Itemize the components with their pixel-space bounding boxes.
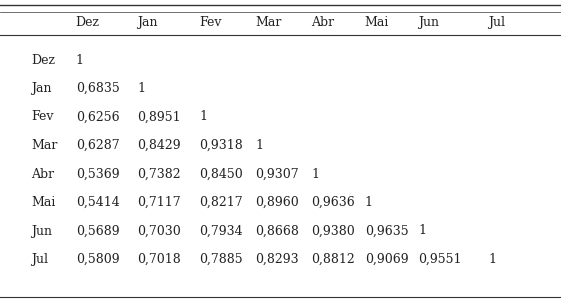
- Text: 1: 1: [311, 167, 319, 181]
- Text: 1: 1: [488, 253, 496, 266]
- Text: Jul: Jul: [488, 16, 505, 29]
- Text: 0,9636: 0,9636: [311, 196, 355, 209]
- Text: Abr: Abr: [31, 167, 54, 181]
- Text: 1: 1: [255, 139, 263, 152]
- Text: 1: 1: [199, 110, 207, 124]
- Text: 0,5414: 0,5414: [76, 196, 119, 209]
- Text: 0,9318: 0,9318: [199, 139, 243, 152]
- Text: 0,8293: 0,8293: [255, 253, 299, 266]
- Text: 0,6256: 0,6256: [76, 110, 119, 124]
- Text: 0,9380: 0,9380: [311, 224, 355, 238]
- Text: Mar: Mar: [255, 16, 282, 29]
- Text: Jun: Jun: [31, 224, 52, 238]
- Text: 1: 1: [365, 196, 373, 209]
- Text: 0,5369: 0,5369: [76, 167, 119, 181]
- Text: 0,7018: 0,7018: [137, 253, 181, 266]
- Text: 0,8668: 0,8668: [255, 224, 299, 238]
- Text: Jun: Jun: [418, 16, 439, 29]
- Text: Dez: Dez: [76, 16, 100, 29]
- Text: Abr: Abr: [311, 16, 334, 29]
- Text: 0,5689: 0,5689: [76, 224, 119, 238]
- Text: 0,9307: 0,9307: [255, 167, 299, 181]
- Text: 1: 1: [137, 82, 145, 95]
- Text: 0,6287: 0,6287: [76, 139, 119, 152]
- Text: 0,7934: 0,7934: [199, 224, 243, 238]
- Text: 0,8812: 0,8812: [311, 253, 355, 266]
- Text: 0,7382: 0,7382: [137, 167, 181, 181]
- Text: Fev: Fev: [31, 110, 53, 124]
- Text: 1: 1: [76, 53, 84, 67]
- Text: Mar: Mar: [31, 139, 57, 152]
- Text: 0,5809: 0,5809: [76, 253, 119, 266]
- Text: Mai: Mai: [365, 16, 389, 29]
- Text: 0,7030: 0,7030: [137, 224, 181, 238]
- Text: Jan: Jan: [31, 82, 52, 95]
- Text: 0,8217: 0,8217: [199, 196, 243, 209]
- Text: Jul: Jul: [31, 253, 48, 266]
- Text: 0,8951: 0,8951: [137, 110, 181, 124]
- Text: Jan: Jan: [137, 16, 158, 29]
- Text: Fev: Fev: [199, 16, 222, 29]
- Text: 0,8429: 0,8429: [137, 139, 181, 152]
- Text: 1: 1: [418, 224, 426, 238]
- Text: 0,9551: 0,9551: [418, 253, 462, 266]
- Text: 0,8960: 0,8960: [255, 196, 299, 209]
- Text: 0,7117: 0,7117: [137, 196, 181, 209]
- Text: 0,9069: 0,9069: [365, 253, 408, 266]
- Text: 0,7885: 0,7885: [199, 253, 243, 266]
- Text: Mai: Mai: [31, 196, 55, 209]
- Text: 0,8450: 0,8450: [199, 167, 243, 181]
- Text: Dez: Dez: [31, 53, 55, 67]
- Text: 0,9635: 0,9635: [365, 224, 408, 238]
- Text: 0,6835: 0,6835: [76, 82, 119, 95]
